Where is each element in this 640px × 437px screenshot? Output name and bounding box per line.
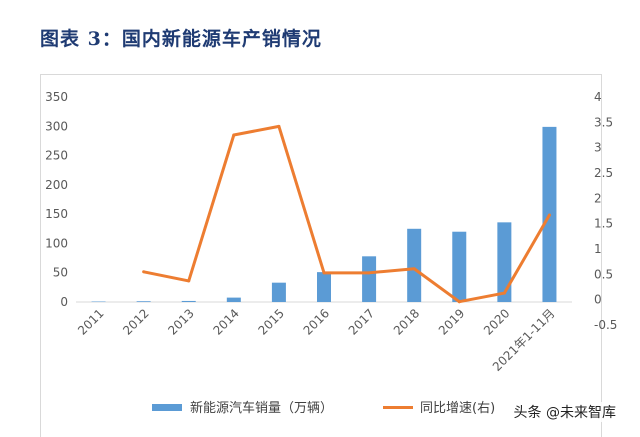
growth-point <box>368 271 371 274</box>
legend-label-line: 同比增速(右) <box>420 401 495 416</box>
left-tick-label: 300 <box>45 119 68 133</box>
right-tick-label: 1 <box>594 242 602 256</box>
growth-point <box>323 271 326 274</box>
left-tick-label: 200 <box>45 178 68 192</box>
right-tick-label: 3 <box>594 141 602 155</box>
growth-point <box>458 300 461 303</box>
growth-point <box>142 270 145 273</box>
bar <box>272 283 286 302</box>
x-tick-label: 2012 <box>120 306 151 337</box>
bar <box>317 272 331 302</box>
growth-point <box>548 214 551 217</box>
legend: 新能源汽车销量（万辆） 同比增速(右) <box>152 400 495 416</box>
growth-point <box>277 125 280 128</box>
left-axis: 0 50 100 150 200 250 300 350 <box>45 90 68 309</box>
x-axis: 2011 2012 2013 2014 2015 2016 2017 2018 2019 2020… <box>75 306 557 374</box>
left-tick-label: 50 <box>53 266 68 280</box>
line-series <box>142 125 551 303</box>
right-tick-label: 3.5 <box>594 115 613 129</box>
bar <box>452 232 466 302</box>
growth-point <box>503 292 506 295</box>
bar <box>227 298 241 302</box>
bar <box>137 301 151 302</box>
growth-point <box>232 134 235 137</box>
bar <box>182 301 196 302</box>
left-tick-label: 0 <box>60 295 68 309</box>
x-tick-label: 2011 <box>75 306 106 337</box>
left-tick-label: 100 <box>45 236 68 250</box>
x-tick-label: 2017 <box>346 306 377 337</box>
left-tick-label: 350 <box>45 90 68 104</box>
x-tick-label: 2014 <box>210 306 241 337</box>
right-tick-label: 0 <box>594 293 602 307</box>
right-tick-label: 2 <box>594 191 602 205</box>
left-tick-label: 250 <box>45 149 68 163</box>
growth-line <box>144 126 550 301</box>
right-tick-label: 4 <box>594 90 602 104</box>
x-tick-label: 2019 <box>436 306 467 337</box>
right-tick-label: -0.5 <box>594 318 617 332</box>
x-tick-label: 2020 <box>481 306 512 337</box>
x-tick-label: 2013 <box>165 306 196 337</box>
bar <box>362 256 376 302</box>
right-tick-label: 2.5 <box>594 166 613 180</box>
legend-label-bar: 新能源汽车销量（万辆） <box>190 400 333 416</box>
x-tick-label: 2016 <box>301 306 332 337</box>
x-tick-label: 2015 <box>256 306 287 337</box>
watermark: 头条 @未来智库 <box>512 402 618 422</box>
x-tick-label: 2018 <box>391 306 422 337</box>
legend-swatch-bar <box>152 404 182 411</box>
right-tick-label: 0.5 <box>594 267 613 281</box>
bar <box>407 229 421 302</box>
right-tick-label: 1.5 <box>594 217 613 231</box>
left-tick-label: 150 <box>45 207 68 221</box>
growth-point <box>413 267 416 270</box>
right-axis: -0.5 0 0.5 1 1.5 2 2.5 3 3.5 4 <box>594 90 617 332</box>
growth-point <box>187 279 190 282</box>
bar <box>497 222 511 302</box>
